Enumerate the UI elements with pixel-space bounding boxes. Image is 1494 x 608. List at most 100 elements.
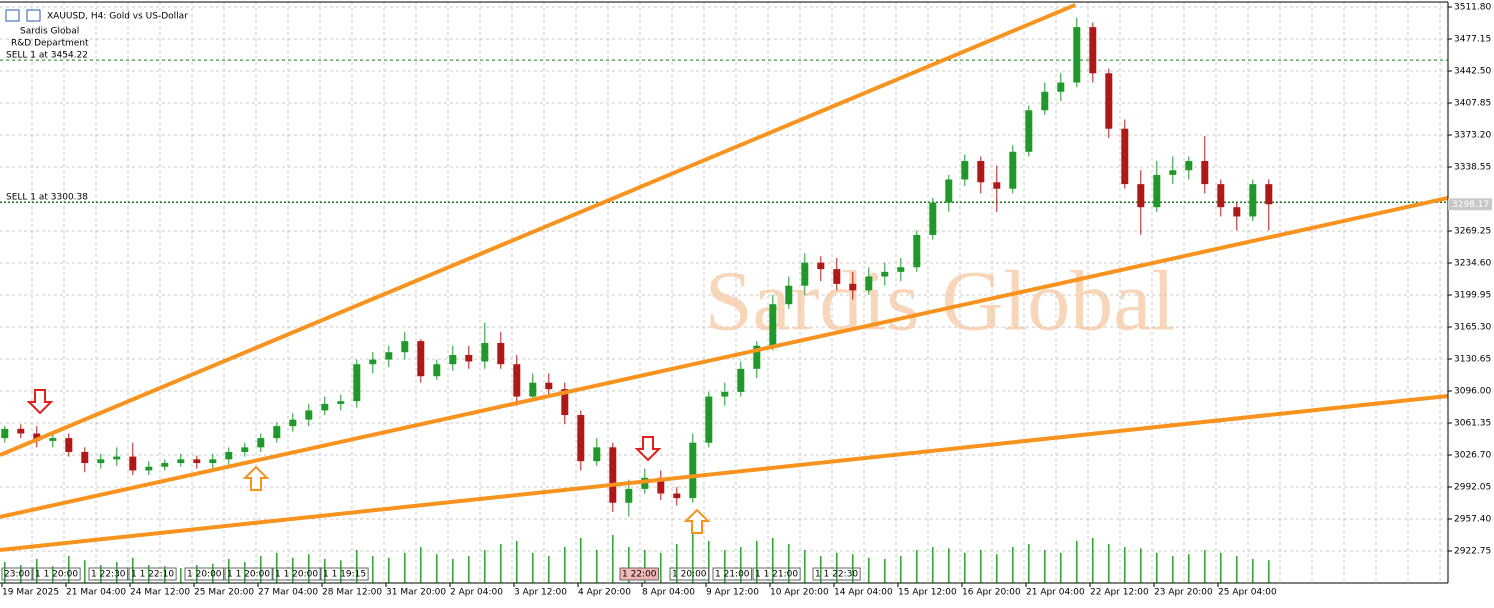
trendline [0, 196, 1449, 519]
candle-body [929, 202, 937, 235]
candle-body [1153, 174, 1161, 208]
candle-body [785, 285, 793, 305]
candle-body [385, 352, 393, 360]
candle-body [657, 477, 665, 494]
candle-body [1185, 161, 1193, 171]
candle-body [449, 354, 457, 365]
candle-body [193, 459, 201, 464]
candle-body [209, 459, 217, 464]
candle-body [1169, 170, 1177, 175]
buy-arrow [683, 508, 711, 534]
candle-body [481, 342, 489, 362]
x-tick-label: 28 Mar 12:00 [322, 588, 382, 598]
trendlines [0, 3, 1449, 553]
candle-body [49, 438, 57, 441]
candle-body [881, 271, 889, 277]
candle-body [1025, 110, 1033, 152]
y-tick-label: 3061.35 [1454, 418, 1491, 428]
candle-body [497, 342, 505, 365]
x-tick-label: 4 Apr 20:00 [578, 588, 631, 598]
candle-body [769, 304, 777, 346]
candle-body [161, 463, 169, 467]
session-marker: 1 20:00 [187, 570, 222, 580]
candle-body [529, 382, 537, 397]
candle-body [113, 456, 121, 460]
x-tick-label: 21 Mar 04:00 [66, 588, 126, 598]
icon [26, 9, 41, 22]
session-box [272, 567, 321, 581]
session-box [88, 567, 129, 581]
y-tick-label: 2922.75 [1454, 546, 1491, 556]
x-tick-label: 9 Apr 12:00 [706, 588, 759, 598]
candle-body [513, 364, 521, 397]
candle-body [993, 182, 1001, 189]
candle-body [737, 368, 745, 392]
candle-body [257, 438, 265, 448]
candle-body [945, 179, 953, 203]
session-marker: 1 1 22:10 [131, 570, 174, 580]
candle-body [97, 459, 105, 464]
buy-arrow [242, 465, 270, 491]
candle-body [273, 426, 281, 439]
x-tick-label: 24 Mar 12:00 [130, 588, 190, 598]
candle-body [625, 488, 633, 503]
candle-body [897, 267, 905, 272]
x-tick-label: 22 Apr 12:00 [1090, 588, 1149, 598]
x-tick-label: 25 Apr 04:00 [1218, 588, 1277, 598]
candle-body [305, 410, 313, 420]
level-label: SELL 1 at 3454.22 [6, 51, 88, 61]
candle-body [689, 442, 697, 499]
candle-body [1137, 184, 1145, 208]
session-marker: 1 1 22:30 [815, 570, 858, 580]
candle-body [81, 451, 89, 464]
candle-body [1201, 161, 1209, 185]
watermark: Sardis Global [705, 253, 1176, 349]
y-tick-label: 3338.55 [1454, 162, 1491, 172]
candle-body [241, 447, 249, 452]
candle-body [1121, 128, 1129, 185]
x-tick-label: 23 Apr 20:00 [1154, 588, 1213, 598]
session-marker: 1 1 19:15 [323, 570, 366, 580]
candle-body [417, 341, 425, 377]
candle-body [833, 269, 841, 284]
session-marker: 1 21:00 [715, 570, 750, 580]
session-marker: 1 22:00 [622, 570, 657, 580]
candle-body [1265, 184, 1273, 205]
candle-body [577, 415, 585, 462]
candle-body [913, 234, 921, 268]
session-box [32, 567, 81, 581]
y-tick-label: 2957.40 [1454, 514, 1491, 524]
session-box [128, 567, 177, 581]
session-box [669, 567, 710, 581]
candle-body [1233, 207, 1241, 217]
y-tick-label: 3511.80 [1454, 2, 1491, 12]
candle-body [433, 364, 441, 377]
candle-body [977, 161, 985, 183]
x-tick-label: 10 Apr 20:00 [770, 588, 829, 598]
session-box [320, 567, 369, 581]
candle-body [177, 459, 185, 464]
y-tick-label: 3477.15 [1454, 34, 1491, 44]
level-label: SELL 1 at 3300.38 [6, 193, 88, 203]
session-box [752, 567, 801, 581]
header-line: Sardis Global [20, 27, 79, 37]
candle-body [817, 262, 825, 270]
x-tick-label: 8 Apr 04:00 [642, 588, 695, 598]
candle-body [961, 161, 969, 180]
candle-body [17, 428, 25, 434]
header-line: R&D Department [11, 39, 89, 49]
x-tick-label: 15 Apr 12:00 [898, 588, 957, 598]
candle-body [1105, 73, 1113, 129]
candle-body [545, 382, 553, 390]
candle-body [1, 428, 9, 439]
x-tick-label: 2 Apr 04:00 [450, 588, 503, 598]
session-box [619, 567, 660, 581]
candle-body [865, 276, 873, 291]
axes: 3511.80 3477.15 3442.50 3407.85 3373.20 3338.… [1, 2, 1492, 598]
session-marker: 1 1 20:00 [275, 570, 318, 580]
levels [0, 59, 1448, 204]
candle-body [401, 341, 409, 353]
candle-body [465, 354, 473, 362]
